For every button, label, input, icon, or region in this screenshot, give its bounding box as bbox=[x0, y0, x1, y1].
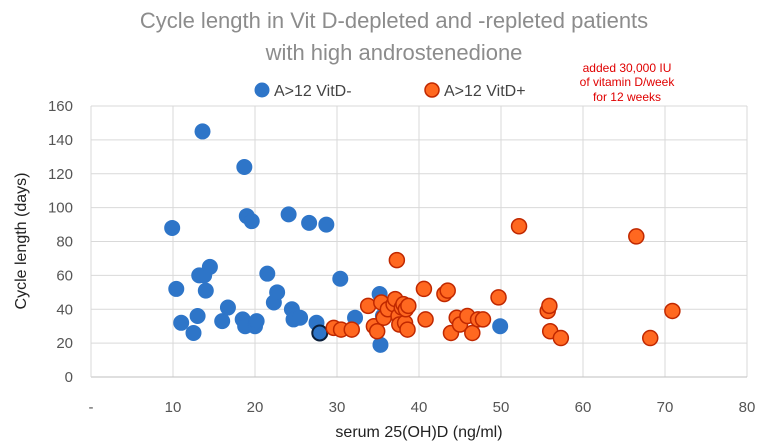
data-point-series-2-33 bbox=[510, 218, 528, 235]
data-point-series-1-10 bbox=[201, 258, 218, 275]
x-tick-label-7: 70 bbox=[657, 399, 674, 416]
data-point-series-1-27 bbox=[301, 214, 318, 231]
data-point-series-2-40 bbox=[664, 302, 681, 320]
data-point-series-2-22 bbox=[417, 311, 434, 328]
legend-marker-vitd-minus bbox=[254, 82, 270, 98]
data-point-series-1-20 bbox=[259, 265, 276, 282]
y-tick-label-80: 80 bbox=[56, 234, 73, 251]
data-point-series-2-6 bbox=[368, 323, 386, 340]
data-point-series-2-24 bbox=[439, 282, 456, 299]
data-point-series-1-1 bbox=[164, 219, 181, 236]
data-point-series-1-23 bbox=[280, 206, 297, 223]
data-point-series-1-17 bbox=[243, 213, 260, 230]
y-tick-label-20: 20 bbox=[56, 335, 73, 352]
data-point-series-1-14 bbox=[236, 158, 253, 175]
legend-label-vitd-plus: A>12 VitD+ bbox=[444, 83, 526, 100]
data-point-series-1-30 bbox=[318, 216, 335, 233]
x-tick-label-6: 60 bbox=[575, 399, 592, 416]
data-point-series-1-3 bbox=[173, 314, 190, 331]
data-point-series-2-21 bbox=[415, 280, 433, 298]
data-point-series-1-31 bbox=[332, 270, 349, 287]
x-tick-label-3: 30 bbox=[329, 399, 346, 416]
data-point-series-1-2 bbox=[168, 280, 185, 297]
data-point-series-2-20 bbox=[400, 297, 417, 315]
legend-marker-vitd-plus bbox=[424, 82, 440, 98]
data-point-series-1-26 bbox=[292, 309, 309, 326]
y-tick-label-0: 0 bbox=[65, 369, 73, 386]
x-axis-title: serum 25(OH)D (ng/ml) bbox=[335, 424, 502, 441]
x-tick-label-2: 20 bbox=[247, 399, 264, 416]
chart-title-line-2: with high androstenedione bbox=[265, 40, 523, 65]
chart-title-line-1: Cycle length in Vit D-depleted and -repl… bbox=[140, 8, 648, 33]
data-point-series-1-11 bbox=[214, 313, 231, 330]
y-tick-label-40: 40 bbox=[56, 301, 73, 318]
x-tick-label-0: - bbox=[89, 399, 94, 416]
data-point-series-1-9 bbox=[197, 282, 214, 299]
x-tick-label-8: 80 bbox=[739, 399, 756, 416]
data-point-series-1-4 bbox=[185, 324, 202, 341]
y-tick-label-140: 140 bbox=[48, 132, 73, 149]
y-tick-label-100: 100 bbox=[48, 200, 73, 217]
x-tick-label-1: 10 bbox=[165, 399, 182, 416]
y-tick-label-160: 160 bbox=[48, 98, 73, 115]
data-point-series-1-29 bbox=[311, 324, 329, 342]
y-tick-label-60: 60 bbox=[56, 267, 73, 284]
data-point-series-1-12 bbox=[219, 299, 236, 316]
data-point-series-2-3 bbox=[343, 321, 361, 338]
y-axis-title: Cycle length (days) bbox=[13, 173, 30, 310]
data-point-series-2-19 bbox=[399, 321, 416, 338]
data-point-series-2-29 bbox=[464, 324, 481, 342]
annotation-line-1: added 30,000 IU bbox=[583, 61, 672, 75]
legend-label-vitd-minus: A>12 VitD- bbox=[274, 83, 352, 100]
x-tick-label-5: 50 bbox=[493, 399, 510, 416]
data-point-series-1-34 bbox=[372, 336, 389, 353]
data-point-series-2-39 bbox=[641, 329, 659, 347]
data-point-series-2-31 bbox=[474, 311, 492, 328]
annotation: added 30,000 IU of vitamin D/week for 12… bbox=[580, 61, 676, 104]
annotation-line-3: for 12 weeks bbox=[593, 90, 661, 104]
data-point-series-1-19 bbox=[248, 313, 265, 330]
legend: A>12 VitD- A>12 VitD+ bbox=[254, 82, 526, 100]
data-point-series-1-36 bbox=[492, 318, 509, 335]
data-point-series-2-37 bbox=[552, 329, 570, 347]
data-point-series-1-22 bbox=[269, 284, 286, 301]
x-tick-labels: - 10 20 30 40 50 60 70 80 bbox=[89, 399, 756, 416]
y-tick-labels: 0 20 40 60 80 100 120 140 160 bbox=[48, 98, 73, 386]
x-tick-label-4: 40 bbox=[411, 399, 428, 416]
data-point-series-1-5 bbox=[189, 308, 206, 325]
data-points bbox=[164, 123, 681, 353]
data-point-series-2-38 bbox=[628, 228, 645, 245]
data-point-series-2-12 bbox=[388, 251, 406, 269]
data-point-series-1-7 bbox=[194, 123, 211, 140]
annotation-line-2: of vitamin D/week bbox=[580, 75, 676, 89]
data-point-series-2-32 bbox=[490, 289, 507, 306]
axes bbox=[90, 106, 747, 378]
data-point-series-2-35 bbox=[541, 297, 558, 315]
y-tick-label-120: 120 bbox=[48, 166, 73, 183]
